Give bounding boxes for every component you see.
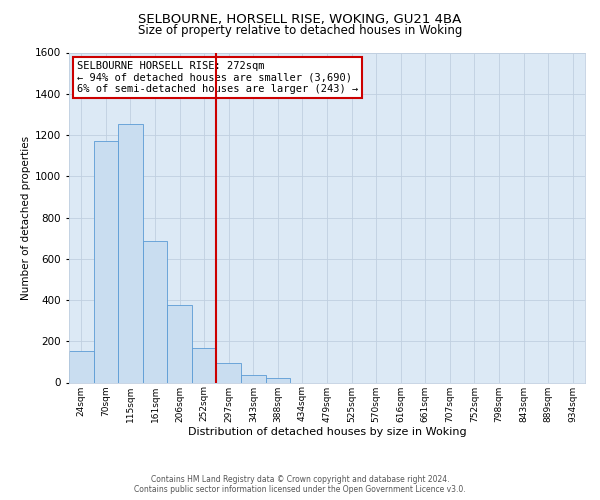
Bar [69,350,94,382]
Text: SELBOURNE HORSELL RISE: 272sqm
← 94% of detached houses are smaller (3,690)
6% o: SELBOURNE HORSELL RISE: 272sqm ← 94% of … [77,60,358,94]
Bar [94,141,118,382]
Text: Contains HM Land Registry data © Crown copyright and database right 2024.
Contai: Contains HM Land Registry data © Crown c… [134,474,466,494]
Bar [217,363,241,382]
X-axis label: Distribution of detached houses by size in Woking: Distribution of detached houses by size … [188,427,466,437]
Y-axis label: Number of detached properties: Number of detached properties [21,136,31,300]
Text: SELBOURNE, HORSELL RISE, WOKING, GU21 4BA: SELBOURNE, HORSELL RISE, WOKING, GU21 4B… [139,12,461,26]
Bar [167,305,192,382]
Bar [192,348,217,382]
Text: Size of property relative to detached houses in Woking: Size of property relative to detached ho… [138,24,462,37]
Bar [241,374,266,382]
Bar [143,241,167,382]
Bar [118,124,143,382]
Bar [266,378,290,382]
